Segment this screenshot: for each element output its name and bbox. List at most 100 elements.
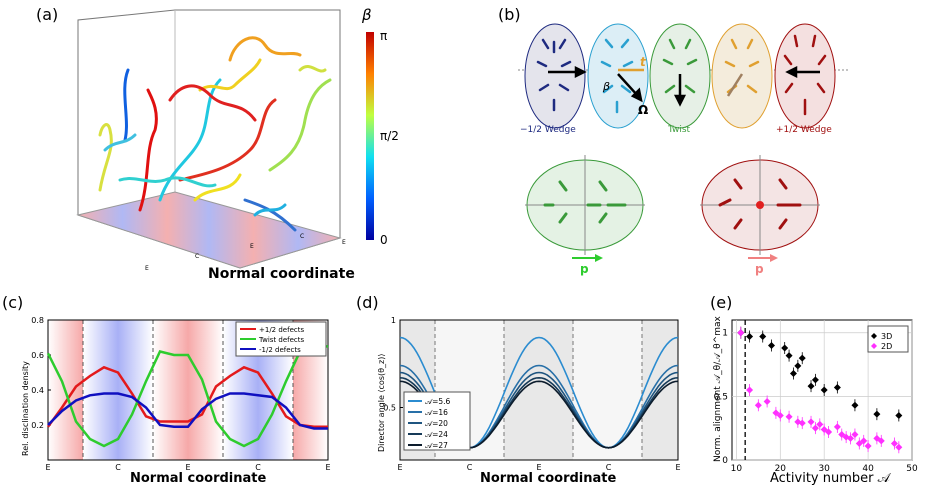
e-point-0 [768,341,776,349]
e-point-1 [754,401,762,409]
colorbar-tick-zero: 0 [380,233,388,247]
panel-e-ylabel: Norm. alignment 𝒜_θ/𝒜_θ^max [713,316,723,462]
e-point-0 [807,382,815,390]
e-point-1 [864,442,872,450]
d-xtick-label: E [675,463,680,472]
e-xtick-label: 30 [818,464,830,474]
panel-c-xlabel: Normal coordinate [130,471,267,485]
legend-e-1: 2D [881,342,892,351]
e-point-0 [789,369,797,377]
e-point-0 [746,333,754,341]
label-wedge-neg: −1/2 Wedge [520,125,576,135]
e-point-0 [785,352,793,360]
e-point-0 [811,376,819,384]
d-ytick-label: 1 [391,316,396,325]
d-xtick-label: C [606,463,612,472]
c-xtick-label: E [45,463,50,472]
ellipse-wedge-pos [774,23,836,129]
e-point-0 [851,401,859,409]
panel-c-ylabel: Rel. disclination density [21,361,30,456]
panel-c: (c) 0.2 0.4 0.6 0.8 E C E C E +1/2 defects Twis… [2,293,331,485]
panel-d-ylabel: Director angle ⟨cos(θ_z)⟩ [377,354,386,452]
c-series-line-2 [47,392,328,430]
wedge-center-dot [756,201,764,209]
floor-tick-1: C [195,253,199,260]
p-arrow-green-head [595,254,603,262]
panel-a: (a) E C E C E Normal coordinate [36,5,399,282]
d-xtick-label: C [467,463,473,472]
e-point-0 [794,362,802,370]
c-ytick-label: 0.6 [31,351,44,360]
e-point-1 [860,437,868,445]
panel-d-yticks: 0.51 [383,316,403,413]
c-ytick-label: 0.8 [31,316,44,325]
c-series-line-0 [46,365,328,429]
e-point-0 [895,411,903,419]
panel-d-xlabel: Normal coordinate [480,471,617,485]
e-point-1 [825,428,833,436]
panel-d-legend: 𝒜=5.6 𝒜=16 𝒜=20 𝒜=24 𝒜=27 [403,391,471,451]
e-point-1 [763,397,771,405]
e-point-0 [833,383,841,391]
e-point-1 [798,419,806,427]
e-point-0 [798,354,806,362]
colorbar-tick-pi-half: π/2 [380,129,399,143]
c-xtick-label: C [255,463,261,472]
e-point-1 [811,424,819,432]
p-arrow-red-head [770,254,778,262]
panel-e: (e) 00.51 10 20 30 40 50 3D 2D Norm. alignme… [710,293,918,485]
panel-e-xticks: 10 20 30 40 50 [731,464,918,474]
e-point-0 [873,410,881,418]
d-legend-label-3: 𝒜=24 [425,430,448,439]
panel-d-label: (d) [356,293,379,312]
legend-c-1: Twist defects [258,336,305,344]
e-point-0 [781,344,789,352]
d-legend-label-1: 𝒜=16 [425,408,448,417]
panel-d-band-2 [573,320,642,460]
e-point-1 [746,386,754,394]
legend-e-0: 3D [881,332,892,341]
panel-e-series [737,320,903,460]
t-label: t [640,55,647,69]
floor-tick-4: E [342,239,346,246]
c-xtick-label: E [185,463,190,472]
c-ytick-label: 0.2 [31,421,44,430]
c-series-line-1 [46,345,329,448]
e-point-1 [807,418,815,426]
twist-glyphs [543,180,627,224]
label-wedge-pos: +1/2 Wedge [776,125,832,135]
e-point-1 [816,420,824,428]
panel-c-label: (c) [2,293,23,312]
panel-c-legend: +1/2 defects Twist defects -1/2 defects [235,321,327,357]
panel-b-label: (b) [498,5,521,24]
p-label-red: p [755,262,764,276]
e-point-1 [847,434,855,442]
colorbar [366,32,374,240]
legend-c-2: -1/2 defects [259,346,301,354]
e-point-0 [759,333,767,341]
e-point-1 [877,437,885,445]
e-point-1 [890,439,898,447]
floor-stripes [76,191,342,269]
floor-tick-2: E [250,243,254,250]
c-ytick-label: 0.4 [31,386,44,395]
d-xtick-label: E [536,463,541,472]
e-xtick-label: 10 [731,464,743,474]
d-legend-label-4: 𝒜=27 [425,441,448,450]
colorbar-tick-pi: π [380,29,387,43]
colorbar-title: β [361,6,372,24]
e-xtick-label: 40 [862,464,874,474]
omega-label: Ω [638,103,648,117]
e-point-0 [820,386,828,394]
e-point-1 [737,329,745,337]
floor-tick-3: C [300,233,304,240]
p-label-green: p [580,262,589,276]
director-glyphs [536,34,827,116]
panel-a-xlabel: Normal coordinate [208,266,355,282]
e-ytick-label: 0 [722,456,728,466]
c-xtick-label: E [325,463,330,472]
e-point-1 [785,413,793,421]
